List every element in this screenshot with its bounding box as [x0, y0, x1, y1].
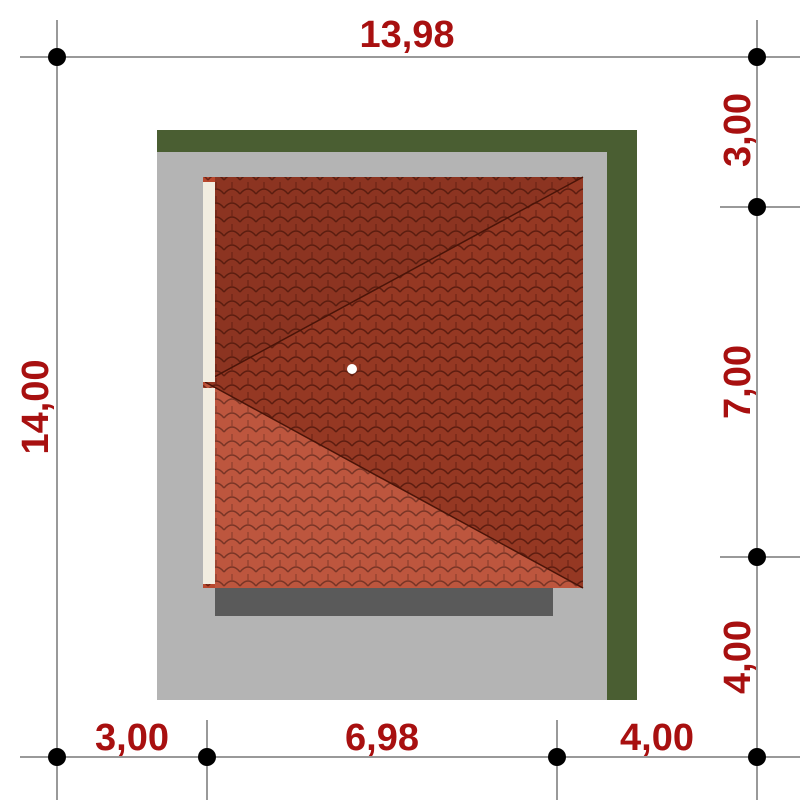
dim-label: 14,00: [15, 359, 57, 454]
hip-line: [204, 176, 584, 383]
dimension-labels: 13,98 14,00 3,00 7,00 4,00 3,00 6,98 4,0…: [15, 14, 759, 759]
dim-label: 4,00: [620, 717, 694, 759]
dim-label: 4,00: [717, 620, 759, 694]
dim-label: 3,00: [95, 717, 169, 759]
gable-edge: [203, 388, 215, 584]
vent: [347, 364, 357, 374]
site: [157, 130, 637, 700]
dim-label: 13,98: [359, 14, 454, 56]
terrace: [215, 588, 553, 616]
hip-line: [204, 381, 584, 589]
roof-slope-right: [205, 177, 583, 588]
gable-edge: [203, 182, 215, 382]
dim-points: [48, 48, 766, 766]
dimension-lines: [20, 20, 800, 800]
dim-label: 7,00: [717, 345, 759, 419]
dim-label: 6,98: [345, 717, 419, 759]
roof: [203, 177, 583, 588]
dim-label: 3,00: [717, 93, 759, 167]
